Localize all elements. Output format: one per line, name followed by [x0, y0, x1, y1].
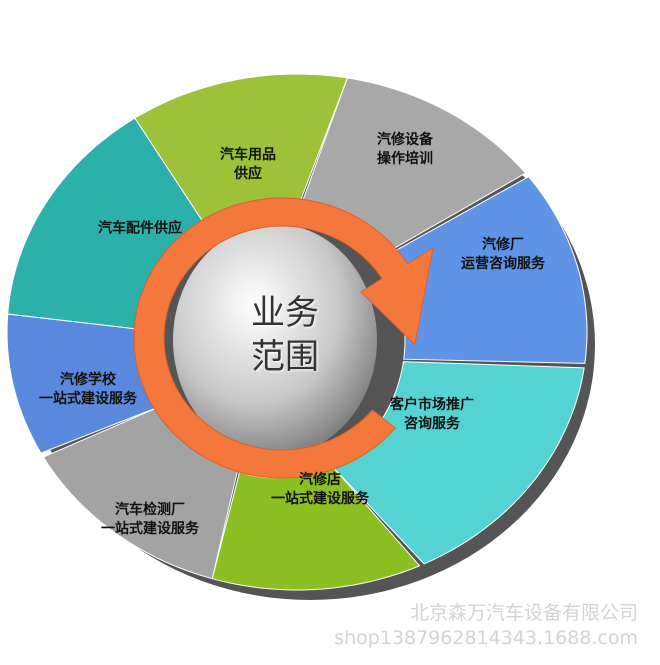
- cycle-arrow: [133, 197, 434, 479]
- segment-label-school-setup: 汽修学校一站式建设服务: [39, 371, 137, 409]
- label-line: 一站式建设服务: [101, 521, 199, 537]
- label-line: 一站式建设服务: [39, 391, 137, 407]
- label-line: 汽修学校: [60, 372, 116, 388]
- label-line: 咨询服务: [404, 416, 460, 432]
- segment-label-repair-shop-consulting: 汽修厂 运营咨询服务: [461, 236, 545, 274]
- label-line: 汽车用品: [220, 147, 276, 163]
- segment-label-repair-store-setup: 汽修店一站式建设服务: [271, 471, 369, 509]
- label-line: 汽车配件供应: [98, 220, 182, 237]
- label-line: 操作培训: [377, 151, 433, 167]
- label-line: 运营咨询服务: [461, 256, 545, 272]
- label-line: 汽修厂: [482, 237, 524, 253]
- center-title-line: 范围: [251, 337, 319, 377]
- segment-label-inspection-plant-setup: 汽车检测厂一站式建设服务: [101, 501, 199, 539]
- center-title-line: 业务: [251, 293, 319, 333]
- watermark-shop: shop1387962814343.1688.com: [334, 627, 638, 649]
- segment-label-auto-supplies: 汽车用品 供应: [220, 146, 276, 184]
- segment-label-marketing-consulting: 客户市场推广 咨询服务: [390, 396, 474, 434]
- label-line: 一站式建设服务: [271, 491, 369, 507]
- label-line: 客户市场推广: [390, 397, 474, 413]
- center-title: 业务 范围: [251, 291, 319, 379]
- segment-label-parts-supply: 汽车配件供应: [98, 220, 182, 239]
- label-line: 汽修设备: [377, 132, 433, 148]
- center-hole: [173, 224, 377, 456]
- watermark-company: 北京森万汽车设备有限公司: [409, 602, 638, 624]
- segment-label-equipment-training: 汽修设备 操作培训: [377, 131, 433, 169]
- label-line: 汽车检测厂: [115, 502, 185, 518]
- label-line: 供应: [234, 166, 262, 182]
- label-line: 汽修店: [299, 472, 341, 488]
